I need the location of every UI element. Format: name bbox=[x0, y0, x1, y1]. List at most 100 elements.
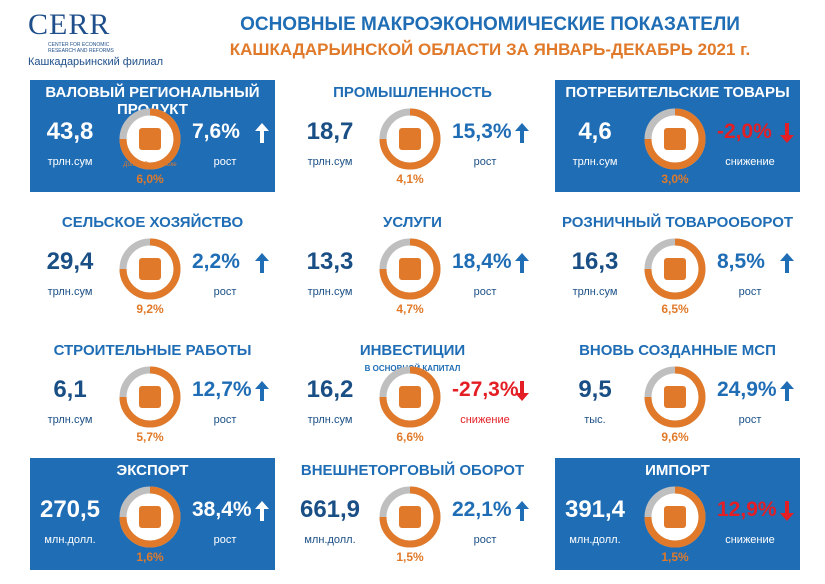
icon-glyph bbox=[139, 506, 161, 528]
icon-glyph bbox=[139, 386, 161, 408]
growth: 2,2% bbox=[192, 250, 240, 273]
share: 9,6% bbox=[661, 430, 689, 444]
growth-label: рост bbox=[473, 534, 497, 546]
icon-arc bbox=[119, 366, 181, 428]
icon bbox=[379, 238, 441, 300]
value: 661,9 bbox=[299, 496, 361, 523]
growth-label: рост bbox=[738, 286, 762, 298]
unit: трлн.сум bbox=[307, 156, 353, 168]
growth-label: рост bbox=[738, 414, 762, 426]
icon bbox=[644, 486, 706, 548]
card: СЕЛЬСКОЕ ХОЗЯЙСТВО 29,4 трлн.сум 9,2% 2,2% ро… bbox=[30, 210, 275, 322]
card-title: УСЛУГИ bbox=[383, 214, 442, 231]
arrow-shape bbox=[780, 253, 794, 273]
growth-label: рост bbox=[213, 156, 237, 168]
arrow-shape bbox=[780, 123, 794, 143]
arrow bbox=[780, 501, 794, 521]
arrow bbox=[515, 253, 529, 273]
growth-label: рост bbox=[473, 156, 497, 168]
card-title: ПОТРЕБИТЕЛЬСКИЕ ТОВАРЫ bbox=[565, 84, 790, 101]
arrow-shape bbox=[255, 253, 269, 273]
share-label: Доля в Республике bbox=[123, 162, 177, 168]
icon-arc bbox=[119, 238, 181, 300]
share: 1,5% bbox=[396, 550, 424, 564]
arrow-shape bbox=[515, 381, 529, 401]
icon-arc bbox=[644, 108, 706, 170]
icon-glyph bbox=[664, 386, 686, 408]
card: ПОТРЕБИТЕЛЬСКИЕ ТОВАРЫ 4,6 трлн.сум 3,0% -2,… bbox=[555, 80, 800, 192]
arrow-shape bbox=[255, 123, 269, 143]
icon bbox=[119, 238, 181, 300]
card: СТРОИТЕЛЬНЫЕ РАБОТЫ 6,1 трлн.сум 5,7% 12,7% р… bbox=[30, 338, 275, 450]
icon bbox=[119, 366, 181, 428]
value: 43,8 bbox=[46, 118, 94, 145]
icon-glyph bbox=[664, 506, 686, 528]
icon-arc bbox=[644, 486, 706, 548]
growth: -27,3% bbox=[452, 378, 519, 401]
arrow-shape bbox=[515, 253, 529, 273]
logo: CERR bbox=[28, 8, 111, 41]
icon-arc bbox=[119, 108, 181, 170]
icon bbox=[379, 108, 441, 170]
icon-glyph bbox=[664, 128, 686, 150]
share: 6,0% bbox=[136, 172, 164, 186]
growth-label: рост bbox=[213, 286, 237, 298]
arrow bbox=[515, 501, 529, 521]
card: ЭКСПОРТ 270,5 млн.долл. 1,6% 38,4% рост bbox=[30, 458, 275, 570]
card: ВНЕШНЕТОРГОВЫЙ ОБОРОТ 661,9 млн.долл. 1,5% 2… bbox=[290, 458, 535, 570]
unit: млн.долл. bbox=[569, 534, 621, 546]
icon-glyph bbox=[399, 258, 421, 280]
arrow bbox=[515, 123, 529, 143]
growth-label: снижение bbox=[725, 534, 775, 546]
value: 4,6 bbox=[578, 118, 612, 145]
growth-label: рост bbox=[213, 414, 237, 426]
card: ИМПОРТ 391,4 млн.долл. 1,5% 12,9% снижение bbox=[555, 458, 800, 570]
growth-label: рост bbox=[213, 534, 237, 546]
card: ПРОМЫШЛЕННОСТЬ 18,7 трлн.сум 4,1% 15,3% рост bbox=[290, 80, 535, 192]
growth: 8,5% bbox=[717, 250, 765, 273]
icon-glyph bbox=[139, 128, 161, 150]
growth: 12,9% bbox=[717, 498, 777, 521]
growth: 7,6% bbox=[192, 120, 240, 143]
value: 29,4 bbox=[46, 248, 94, 275]
growth-label: рост bbox=[473, 286, 497, 298]
unit: трлн.сум bbox=[572, 156, 618, 168]
unit: млн.долл. bbox=[304, 534, 356, 546]
card-title: ВНЕШНЕТОРГОВЫЙ ОБОРОТ bbox=[300, 462, 525, 479]
subtitle: КАШКАДАРЬИНСКОЙ ОБЛАСТИ ЗА ЯНВАРЬ-ДЕКАБР… bbox=[229, 40, 751, 59]
share: 4,7% bbox=[396, 302, 424, 316]
growth-label: снижение bbox=[460, 414, 510, 426]
card-title: ИНВЕСТИЦИИ bbox=[359, 342, 466, 359]
arrow bbox=[780, 381, 794, 401]
share: 4,1% bbox=[396, 172, 424, 186]
icon-arc bbox=[644, 238, 706, 300]
icon bbox=[379, 366, 441, 428]
icon-arc bbox=[379, 238, 441, 300]
icon-arc bbox=[379, 108, 441, 170]
icon bbox=[119, 486, 181, 548]
icon-arc bbox=[379, 486, 441, 548]
icon-glyph bbox=[399, 386, 421, 408]
icon-glyph bbox=[139, 258, 161, 280]
share: 6,5% bbox=[661, 302, 689, 316]
arrow bbox=[255, 253, 269, 273]
growth: 24,9% bbox=[717, 378, 777, 401]
share: 3,0% bbox=[661, 172, 689, 186]
arrow-shape bbox=[780, 501, 794, 521]
arrow bbox=[255, 123, 269, 143]
value: 16,3 bbox=[571, 248, 619, 275]
branch: Кашкадарьинский филиал bbox=[28, 56, 164, 68]
growth: 22,1% bbox=[452, 498, 512, 521]
value: 6,1 bbox=[53, 376, 87, 403]
icon-arc bbox=[379, 366, 441, 428]
arrow bbox=[780, 123, 794, 143]
unit: трлн.сум bbox=[47, 156, 93, 168]
growth: 18,4% bbox=[452, 250, 512, 273]
growth: 38,4% bbox=[192, 498, 252, 521]
value: 18,7 bbox=[306, 118, 354, 145]
icon bbox=[119, 108, 181, 170]
icon bbox=[644, 108, 706, 170]
growth: 15,3% bbox=[452, 120, 512, 143]
